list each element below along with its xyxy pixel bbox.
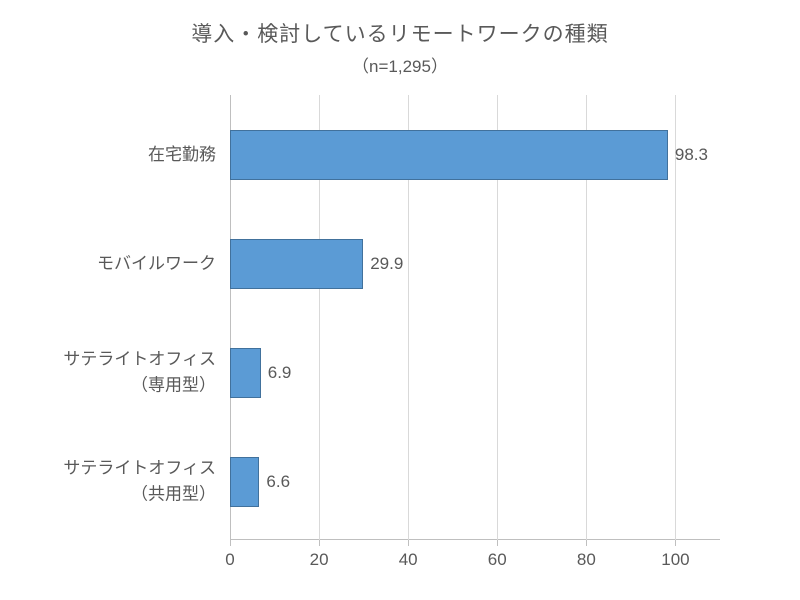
x-tick-label: 60 [488, 550, 507, 570]
value-label: 98.3 [675, 145, 708, 165]
bar-row: 29.9モバイルワーク [230, 239, 720, 289]
bar-row: 6.9サテライトオフィス （専用型） [230, 348, 720, 398]
x-tick [675, 540, 676, 546]
x-tick-label: 0 [225, 550, 234, 570]
category-label: モバイルワーク [6, 251, 216, 277]
chart-title: 導入・検討しているリモートワークの種類 [0, 18, 800, 48]
x-tick-label: 100 [661, 550, 689, 570]
bar: 6.9 [230, 348, 261, 398]
chart-subtitle: （n=1,295） [0, 52, 800, 77]
x-tick-label: 80 [577, 550, 596, 570]
value-label: 6.9 [268, 363, 292, 383]
x-tick [230, 540, 231, 546]
x-axis-line [230, 539, 720, 540]
bar-row: 98.3在宅勤務 [230, 130, 720, 180]
category-label: 在宅勤務 [6, 142, 216, 168]
value-label: 29.9 [370, 254, 403, 274]
bar: 29.9 [230, 239, 363, 289]
x-tick [408, 540, 409, 546]
plot-area: 02040608010098.3在宅勤務29.9モバイルワーク6.9サテライトオ… [230, 95, 720, 540]
value-label: 6.6 [266, 472, 290, 492]
bar: 6.6 [230, 457, 259, 507]
bar-row: 6.6サテライトオフィス （共用型） [230, 457, 720, 507]
category-label: サテライトオフィス （共用型） [6, 456, 216, 509]
x-tick-label: 20 [310, 550, 329, 570]
x-tick-label: 40 [399, 550, 418, 570]
category-label: サテライトオフィス （専用型） [6, 347, 216, 400]
x-tick [319, 540, 320, 546]
x-tick [586, 540, 587, 546]
bar: 98.3 [230, 130, 668, 180]
x-tick [497, 540, 498, 546]
chart-container: 導入・検討しているリモートワークの種類 （n=1,295） 0 20 40 60 80 1… [0, 0, 800, 600]
